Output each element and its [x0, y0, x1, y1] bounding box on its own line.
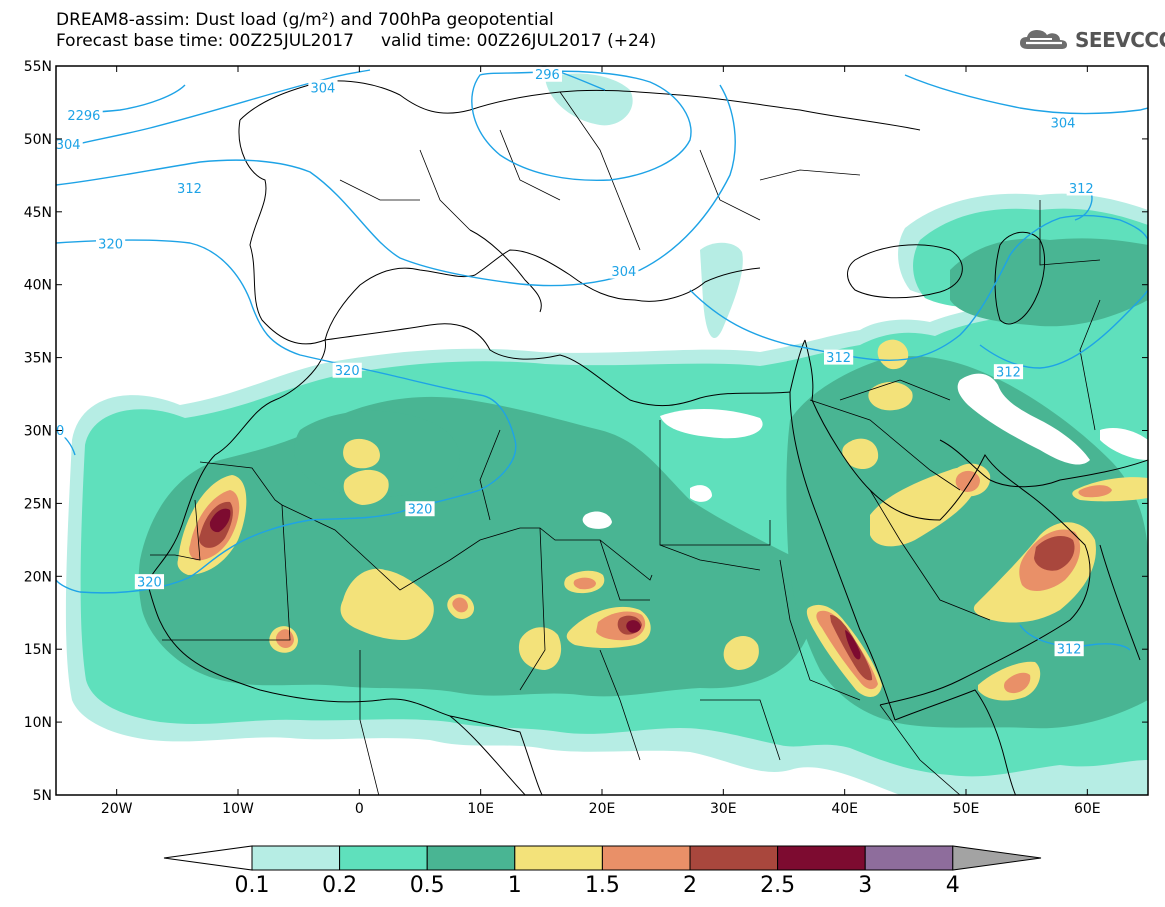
contour-label: 20: [48, 424, 65, 439]
colorbar-label: 0.5: [410, 873, 445, 898]
lon-tick-label: 40E: [831, 801, 858, 817]
title-row: DREAM8-assim: Dust load (g/m²) and 700hP…: [56, 10, 656, 31]
colorbar-segment: [601, 845, 691, 871]
contour-label-bg: [56, 136, 83, 152]
lon-tick-label: 50E: [953, 801, 980, 817]
colorbar-label: 4: [946, 873, 960, 898]
contour-label: 304: [311, 81, 336, 96]
contour-label: 312: [826, 351, 851, 366]
lat-tick-label: 25N: [24, 496, 52, 512]
contour-label: 320: [137, 576, 162, 591]
lon-tick-label: 30E: [710, 801, 737, 817]
contour-label-bg: [1048, 114, 1078, 130]
lat-tick-label: 30N: [24, 424, 52, 440]
lat-tick-label: 35N: [24, 351, 52, 367]
colorbar-label: 2.5: [760, 873, 795, 898]
contour-label: 304: [56, 138, 81, 153]
lat-tick-label: 10N: [24, 715, 52, 731]
contour-label: 320: [98, 237, 123, 252]
dust-load-field: [65, 73, 1148, 795]
lat-tick-label: 15N: [24, 642, 52, 658]
forecast-base-time: Forecast base time: 00Z25JUL2017: [56, 31, 354, 51]
lat-tick-label: 45N: [24, 205, 52, 221]
colorbar-over-triangle: [952, 845, 1042, 871]
lon-tick-label: 60E: [1074, 801, 1101, 817]
lat-tick-label: 50N: [24, 132, 52, 148]
colorbar-segment: [864, 845, 954, 871]
colorbar-label: 2: [683, 873, 697, 898]
contour-label-bg: [1054, 641, 1084, 657]
colorbar-label: 1.5: [585, 873, 620, 898]
map-title: DREAM8-assim: Dust load (g/m²) and 700hP…: [56, 10, 554, 30]
contour-label: 320: [335, 364, 360, 379]
time-row: Forecast base time: 00Z25JUL2017 valid t…: [56, 31, 656, 52]
lat-tick-label: 5N: [33, 788, 52, 804]
colorbar-label: 1: [508, 873, 522, 898]
country-borders: [150, 91, 1101, 795]
valid-time: valid time: 00Z26JUL2017 (+24): [380, 31, 657, 51]
contour-label: 312: [177, 182, 202, 197]
colorbar: 0.1 0.2 0.5 1 1.5 2 2.5 3 4: [163, 845, 1042, 898]
contour-label: 304: [1051, 116, 1076, 131]
dust-layer-0.1-aegean: [700, 242, 743, 339]
colorbar-under-triangle: [163, 845, 253, 871]
colorbar-segment: [777, 845, 866, 871]
dust-clear-areas: [582, 373, 1148, 529]
contour-label-bg: [332, 362, 362, 378]
contour-label: 304: [611, 265, 636, 280]
contour-label: 2296: [67, 109, 100, 124]
contour-label: 296: [535, 68, 560, 83]
contour-label: 312: [1057, 643, 1082, 658]
colorbar-segment: [514, 845, 603, 871]
colorbar-label: 3: [858, 873, 872, 898]
contour-labels: 304 2296 304 312 320 296 304 304 312 312 312 320 20 3…: [48, 66, 1096, 658]
contour-label-bg: [308, 79, 338, 95]
contour-label: 312: [996, 366, 1021, 381]
colorbar-segment: [689, 845, 779, 871]
contour-label-bg: [824, 349, 854, 365]
contour-label-bg: [405, 501, 435, 517]
contour-label-bg: [65, 107, 103, 123]
map-body: 304 2296 304 312 320 296 304 304 312 312 312 320 20 3…: [48, 66, 1148, 795]
geopotential-contours: [56, 66, 1148, 651]
contour-label: 312: [1069, 182, 1094, 197]
map-header: DREAM8-assim: Dust load (g/m²) and 700hP…: [56, 10, 656, 52]
lon-tick-label: 20W: [101, 801, 133, 817]
contour-label-bg: [174, 180, 205, 196]
colorbar-label: 0.2: [322, 873, 357, 898]
lon-tick-label: 10W: [222, 801, 254, 817]
contour-label-bg: [532, 66, 562, 82]
dust-layer-0.1-north: [545, 73, 633, 126]
colorbar-segment: [251, 845, 341, 871]
colorbar-segment: [426, 845, 516, 871]
lon-tick-label: 20E: [589, 801, 616, 817]
lat-tick-label: 55N: [24, 59, 52, 75]
lon-tick-label: 0: [355, 801, 364, 817]
lat-tick-label: 20N: [24, 569, 52, 585]
contour-label-bg: [993, 364, 1024, 380]
seevccc-logo: SEEVCCC: [1018, 27, 1165, 53]
contour-label: 320: [408, 503, 433, 518]
lon-tick-label: 10E: [467, 801, 494, 817]
longitude-axis: 20W 10W 0 10E 20E 30E 40E 50E 60E: [101, 66, 1101, 817]
contour-label-bg: [609, 263, 639, 279]
dust-layer-2.5: [209, 508, 861, 660]
contour-label-bg: [134, 574, 165, 590]
cloud-icon: [1020, 30, 1067, 49]
lat-tick-label: 40N: [24, 278, 52, 294]
contour-label-bg: [1066, 180, 1096, 196]
contour-label-bg: [96, 235, 126, 251]
latitude-axis: 55N 50N 45N 40N 35N 30N 25N 20N 15N 10N 5N: [24, 59, 1148, 804]
logo-text: SEEVCCC: [1075, 28, 1165, 52]
dust-layer-0.5-caspian: [950, 238, 1148, 327]
colorbar-label: 0.1: [235, 873, 270, 898]
colorbar-segment: [339, 845, 428, 871]
coastlines: [147, 80, 1148, 795]
